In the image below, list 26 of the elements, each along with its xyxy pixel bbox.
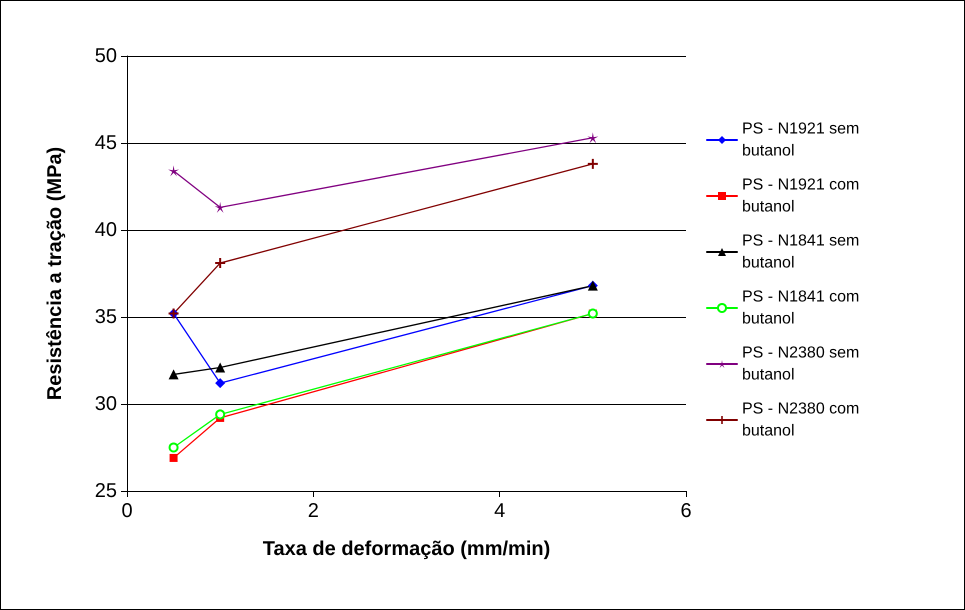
y-tick-label: 35 [94,306,117,328]
legend-label: PS - N2380 sem butanol [742,344,864,384]
point [215,409,226,420]
point [168,442,179,452]
point [215,258,226,268]
x-tick-label: 0 [121,500,133,522]
point [215,378,226,388]
legend-label: PS - N1921 sem butanol [742,120,864,160]
x-tick-label: 4 [494,500,506,522]
y-tick-label: 40 [94,219,117,241]
legend-label: PS - N1841 sem butanol [742,232,864,272]
legend-label: PS - N2380 com butanol [742,400,864,440]
legend-label: PS - N1841 com butanol [742,288,864,328]
point [170,454,178,462]
y-axis-title: Resistência a tração (MPa) [44,146,66,400]
y-tick-label: 25 [94,480,117,502]
legend-label: PS - N1921 com butanol [742,176,864,216]
point [168,165,180,176]
point [588,158,598,169]
x-tick-label: 6 [680,500,692,522]
y-tick-label: 45 [94,132,117,154]
point [587,132,598,144]
y-tick-label: 30 [94,393,117,415]
y-tick-label: 50 [94,45,117,67]
x-axis-title: Taxa de deformação (mm/min) [262,538,550,560]
x-tick-label: 2 [308,500,319,522]
